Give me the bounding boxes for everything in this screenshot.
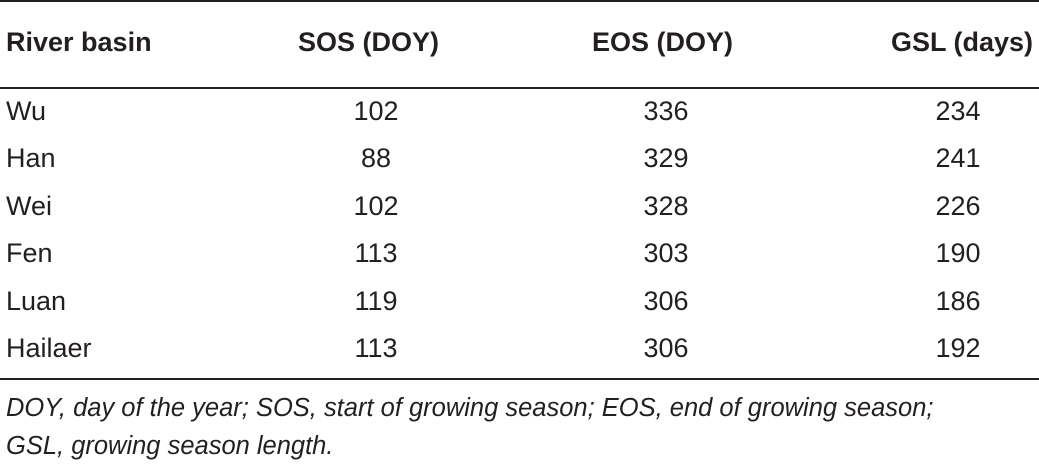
cell-eos: 306 (643, 286, 689, 316)
table-row: Wei 102 328 226 (0, 183, 1039, 229)
table-footnote: DOY, day of the year; SOS, start of grow… (6, 389, 1036, 465)
cell-sos: 102 (353, 191, 399, 221)
cell-basin: Fen (6, 238, 53, 268)
footnote-line: GSL, growing season length. (6, 432, 334, 460)
table-row: Fen 113 303 190 (0, 230, 1039, 276)
cell-gsl: 241 (935, 143, 981, 173)
bottom-rule (0, 378, 1039, 380)
table-row: Han 88 329 241 (0, 135, 1039, 181)
cell-gsl: 186 (935, 286, 981, 316)
table-row: Wu 102 336 234 (0, 88, 1039, 134)
cell-gsl: 190 (935, 238, 981, 268)
cell-basin: Luan (6, 286, 67, 316)
cell-eos: 329 (643, 143, 689, 173)
cell-gsl: 226 (935, 191, 981, 221)
cell-basin: Wu (6, 96, 47, 126)
header-river-basin: River basin (6, 27, 152, 57)
footnote-line: DOY, day of the year; SOS, start of grow… (6, 394, 934, 422)
cell-basin: Han (6, 143, 56, 173)
cell-sos: 119 (354, 286, 398, 316)
cell-sos: 113 (354, 238, 398, 268)
header-rule (0, 87, 1039, 89)
cell-gsl: 192 (935, 333, 981, 363)
table-row: Hailaer 113 306 192 (0, 325, 1039, 371)
cell-basin: Wei (6, 191, 53, 221)
cell-sos: 102 (353, 96, 399, 126)
cell-eos: 303 (643, 238, 689, 268)
header-sos: SOS (DOY) (298, 27, 440, 57)
cell-sos: 113 (354, 333, 398, 363)
cell-gsl: 234 (935, 96, 981, 126)
cell-sos: 88 (360, 143, 392, 173)
header-gsl: GSL (days) (890, 27, 1033, 57)
cell-eos: 336 (643, 96, 689, 126)
table-row: Luan 119 306 186 (0, 278, 1039, 324)
cell-basin: Hailaer (6, 333, 92, 363)
cell-eos: 306 (643, 333, 689, 363)
table-header-row: River basin SOS (DOY) EOS (DOY) GSL (day… (0, 19, 1039, 65)
cell-eos: 328 (643, 191, 689, 221)
top-rule (0, 0, 1039, 2)
header-eos: EOS (DOY) (592, 27, 734, 57)
